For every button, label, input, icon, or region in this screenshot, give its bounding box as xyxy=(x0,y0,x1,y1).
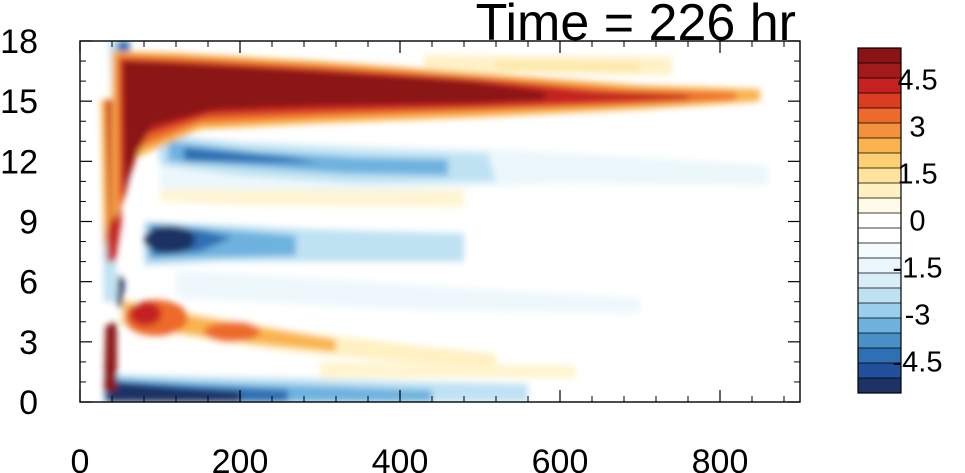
chart-title: Time = 226 hr xyxy=(476,0,796,52)
mid-negative-core xyxy=(144,225,196,254)
colorbar-swatch xyxy=(858,153,901,169)
y-tick-label: 12 xyxy=(0,143,38,181)
faint-positive-band xyxy=(160,189,464,208)
colorbar-label: -1.5 xyxy=(893,253,943,285)
colorbar-swatch xyxy=(858,168,901,184)
colorbar-swatch xyxy=(858,288,901,304)
colorbar-label: 0 xyxy=(909,206,925,238)
colorbar-swatch xyxy=(858,48,901,64)
colorbar-swatch xyxy=(858,183,901,199)
colorbar-swatch xyxy=(858,228,901,244)
upper-negative-band-core xyxy=(184,147,320,164)
upper-positive-core xyxy=(544,92,560,100)
contour-field xyxy=(100,41,768,402)
mid-positive-band xyxy=(120,297,496,366)
mid-positive-core xyxy=(204,321,260,342)
colorbar-swatch xyxy=(858,348,901,364)
faint-positive-band xyxy=(496,61,640,72)
colorbar-swatch xyxy=(858,213,901,229)
colorbar: 4.5 3 1.5 0 -1.5 -3 -4.5 xyxy=(857,47,943,394)
x-tick-label: 600 xyxy=(532,443,589,473)
colorbar-swatch xyxy=(858,93,901,109)
y-tick-label: 18 xyxy=(0,23,38,61)
y-tick-label: 3 xyxy=(19,324,38,362)
y-tick-label: 0 xyxy=(19,384,38,422)
colorbar-swatch xyxy=(858,378,901,394)
colorbar-swatch xyxy=(858,318,901,334)
colorbar-label: 1.5 xyxy=(897,159,937,191)
colorbar-swatch xyxy=(858,243,901,259)
y-tick-label: 15 xyxy=(0,83,38,121)
colorbar-swatch xyxy=(858,78,901,94)
colorbar-label: 3 xyxy=(909,111,925,143)
mid-positive-core xyxy=(129,301,162,326)
upper-positive-core xyxy=(123,61,552,198)
colorbar-swatch xyxy=(858,63,901,79)
colorbar-label: 4.5 xyxy=(897,64,937,96)
x-tick-label: 800 xyxy=(692,443,749,473)
y-tick-label: 9 xyxy=(19,204,38,242)
colorbar-swatch xyxy=(858,363,901,379)
colorbar-swatch xyxy=(858,138,901,154)
x-tick-label: 400 xyxy=(372,443,429,473)
upper-negative-band-core xyxy=(168,141,448,176)
colorbar-swatch xyxy=(858,198,901,214)
colorbar-swatch xyxy=(858,108,901,124)
colorbar-swatch xyxy=(858,273,901,289)
colorbar-swatch xyxy=(858,333,901,349)
x-tick-label: 0 xyxy=(71,443,90,473)
axes: 0 200 400 600 800 0 3 6 9 12 15 18 xyxy=(0,23,800,473)
colorbar-frame xyxy=(857,47,902,394)
faint-negative-band xyxy=(176,269,640,314)
colorbar-label: -3 xyxy=(905,300,931,332)
early-negative-strip xyxy=(116,273,125,310)
colorbar-label: -4.5 xyxy=(893,347,943,379)
upper-positive-plume-edge xyxy=(100,97,109,252)
colorbar-swatch xyxy=(858,303,901,319)
faint-positive-band xyxy=(320,361,576,378)
colorbar-swatch xyxy=(858,123,901,139)
colorbar-swatch xyxy=(858,258,901,274)
lower-negative-core xyxy=(107,381,240,402)
y-tick-label: 6 xyxy=(19,264,38,302)
x-tick-label: 200 xyxy=(212,443,269,473)
early-positive-spike xyxy=(104,321,117,392)
